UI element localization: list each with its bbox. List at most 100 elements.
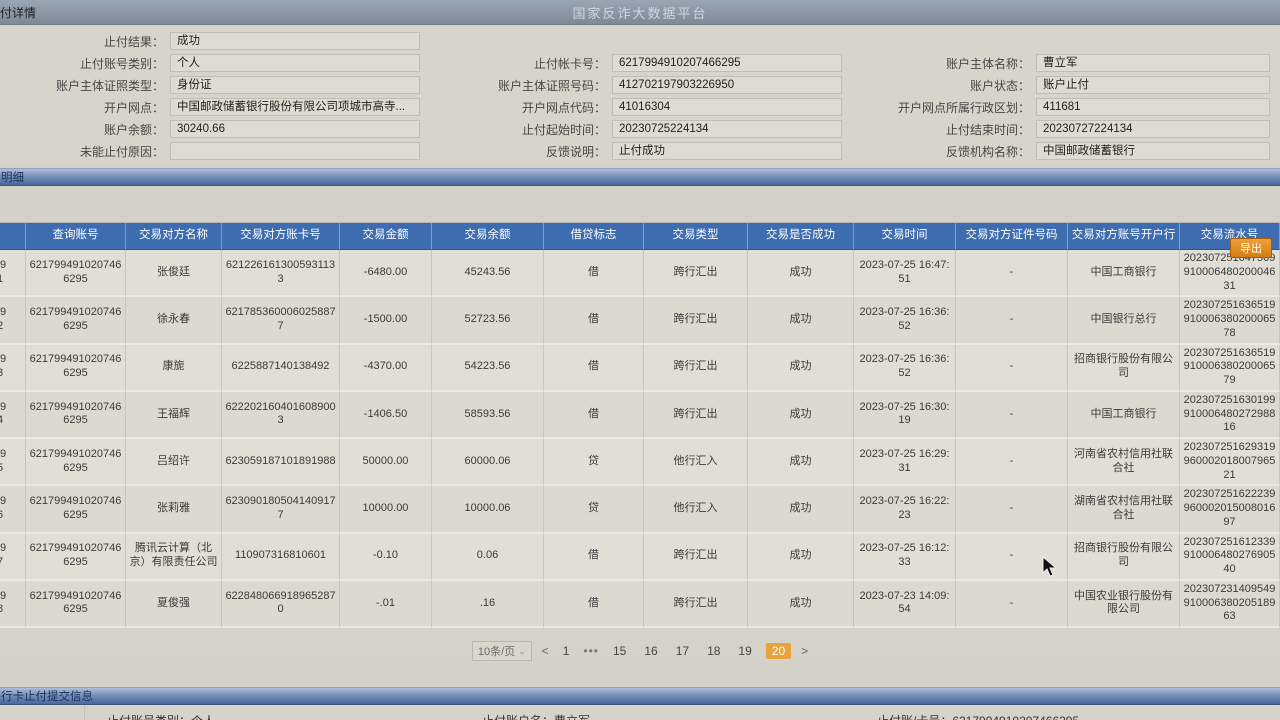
cell-type: 他行汇入 — [644, 439, 748, 487]
next-page-button[interactable]: > — [801, 644, 809, 658]
submission-rows: 止付账号类别：个人止付账户名：曹立军止付账/卡号：621799491020746… — [85, 705, 1280, 720]
submission-info: 止付 止付账号类别：个人止付账户名：曹立军止付账/卡号：621799491020… — [0, 705, 1280, 720]
page-button-19[interactable]: 19 — [738, 644, 752, 658]
cell-text: 2023-07-23 14:09:54 — [859, 589, 950, 616]
cell-text: 河南省农村信用社联合社 — [1074, 447, 1173, 474]
cell-card: 6230901805041409177 — [222, 486, 340, 534]
cell-time: 2023-07-25 16:47:51 — [854, 250, 956, 298]
page-button-1[interactable]: 1 — [562, 644, 570, 658]
pagination: 10条/页 ⌄ <1 ••• 15 16 17 18 19 20 > — [0, 640, 1280, 662]
cell-time: 2023-07-25 16:12:33 — [854, 533, 956, 581]
cell-text: 跨行汇出 — [673, 549, 718, 562]
cell-text: 中国银行总行 — [1090, 313, 1157, 325]
cell-text: 湖南省农村信用社联合社 — [1074, 495, 1173, 521]
prev-page-button[interactable]: < — [541, 644, 549, 658]
cell-balance: 60000.06 — [432, 439, 544, 487]
cell-bank: 中国工商银行 — [1068, 250, 1180, 298]
cell-text: 招商银行股份有限公司 — [1074, 542, 1173, 569]
cell-text: 借 — [588, 265, 599, 278]
cell-text: 20230725162223996000201500801697 — [1183, 488, 1276, 528]
cell-text: 借 — [588, 407, 599, 420]
cell-type: 跨行汇出 — [644, 533, 748, 581]
cell-text: 198 — [0, 589, 7, 616]
cell-text: -1500.00 — [363, 313, 408, 325]
cell-text: - — [1009, 596, 1014, 609]
cell-text: 2023-07-25 16:12:33 — [859, 542, 950, 569]
cell-text: - — [1009, 502, 1014, 514]
cell-text: 跨行汇出 — [673, 313, 718, 325]
field-value: 411681 — [1036, 98, 1270, 116]
field-label: 未能止付原因： — [79, 144, 164, 159]
field-label: 账户主体名称： — [945, 56, 1030, 71]
cell-text: 195 — [0, 447, 7, 474]
cell-flag: 借 — [544, 250, 644, 298]
cell-text: 贷 — [588, 502, 599, 514]
cell-text: 6230901805041409177 — [225, 495, 336, 521]
cell-id-no: - — [956, 391, 1068, 439]
card-stop-payment-submission-header: 行卡止付提交信息 — [0, 687, 1280, 705]
cell-type: 跨行汇出 — [644, 250, 748, 298]
cell-text: 197 — [0, 542, 7, 568]
field-label: 止付起始时间： — [521, 122, 606, 137]
cell-text: 6217994910207466295 — [29, 589, 122, 616]
page-button-17[interactable]: 17 — [675, 644, 690, 658]
detail-form-row: 账户余额： 30240.66 止付起始时间： 20230725224134 止付结束时间… — [0, 118, 1276, 140]
cell-id-no: - — [956, 297, 1068, 345]
cell-counterparty: 吕绍许 — [126, 439, 222, 487]
cell-type: 跨行汇出 — [644, 297, 748, 345]
cell-account: 6217994910207466295 — [26, 486, 126, 534]
cell-text: 2023-07-25 16:22:23 — [859, 495, 950, 521]
cell-amount: -0.10 — [340, 533, 432, 581]
page-title: 付详情 — [0, 5, 37, 20]
table-header-row: 查询账号 交易对方名称 交易对方账卡号 交易金额 交易余额 借贷标志 交易类型 交易是否成功交… — [0, 223, 1280, 250]
page-button-20[interactable]: 20 — [765, 643, 792, 659]
cell-account: 6217994910207466295 — [26, 533, 126, 581]
cell-text: 6217994910207466295 — [29, 306, 122, 332]
cell-bank: 招商银行股份有限公司 — [1068, 533, 1180, 581]
cell-text: 45243.56 — [464, 265, 511, 278]
table-row: 194 6217994910207466295 王福辉 622202160401608… — [0, 391, 1280, 439]
cell-text: -6480.00 — [363, 265, 408, 278]
submission-row: 止付账号类别：个人止付账户名：曹立军止付账/卡号：621799491020746… — [85, 705, 1280, 720]
cell-flag: 借 — [544, 580, 644, 628]
cell-bank: 河南省农村信用社联合社 — [1068, 439, 1180, 487]
cell-counterparty: 张俊廷 — [126, 250, 222, 298]
field-label: 开户网点： — [103, 100, 164, 115]
cell-success: 成功 — [748, 439, 854, 487]
cell-account: 6217994910207466295 — [26, 391, 126, 439]
page-button-18[interactable]: 18 — [707, 644, 721, 658]
page-button-15[interactable]: 15 — [612, 644, 627, 658]
cell-text: 夏俊强 — [157, 596, 190, 609]
page-button-16[interactable]: 16 — [644, 644, 658, 658]
cell-text: 借 — [588, 360, 599, 373]
export-button[interactable]: 导出 — [1230, 238, 1272, 258]
cell-account: 6217994910207466295 — [26, 344, 126, 392]
field-value: 中国邮政储蓄银行 — [1036, 142, 1270, 160]
field-value: 个人 — [170, 54, 420, 72]
cell-time: 2023-07-25 16:36:52 — [854, 297, 956, 345]
cell-text: - — [1009, 265, 1014, 278]
title-bar: 付详情 国家反诈大数据平台 — [0, 0, 1280, 25]
cell-seq: 193 — [0, 344, 26, 392]
cell-text: 20230723140954991000638020518963 — [1183, 582, 1276, 623]
cell-seq: 194 — [0, 391, 26, 439]
cell-text: 194 — [0, 400, 7, 427]
cell-time: 2023-07-25 16:30:19 — [854, 391, 956, 439]
cell-serial: 20230725162223996000201500801697 — [1180, 486, 1280, 534]
cell-text: 60000.06 — [464, 454, 511, 467]
field-value — [170, 142, 420, 160]
submission-side-label: 止付 — [0, 705, 85, 720]
cell-balance: 10000.06 — [432, 486, 544, 534]
cell-id-no: - — [956, 486, 1068, 534]
cell-balance: 54223.56 — [432, 344, 544, 392]
field-label: 账户主体证照类型： — [55, 78, 164, 93]
cell-account: 6217994910207466295 — [26, 439, 126, 487]
field-label: 账户余额： — [103, 122, 164, 137]
cell-time: 2023-07-23 14:09:54 — [854, 580, 956, 628]
page-size-select[interactable]: 10条/页 ⌄ — [471, 641, 532, 661]
column-header: 交易对方账号开户行 — [1068, 223, 1180, 250]
cell-text: -0.10 — [372, 549, 399, 562]
cell-card: 6212261613005931133 — [222, 250, 340, 298]
cell-bank: 中国银行总行 — [1068, 297, 1180, 345]
cell-text: 中国工商银行 — [1090, 265, 1157, 278]
